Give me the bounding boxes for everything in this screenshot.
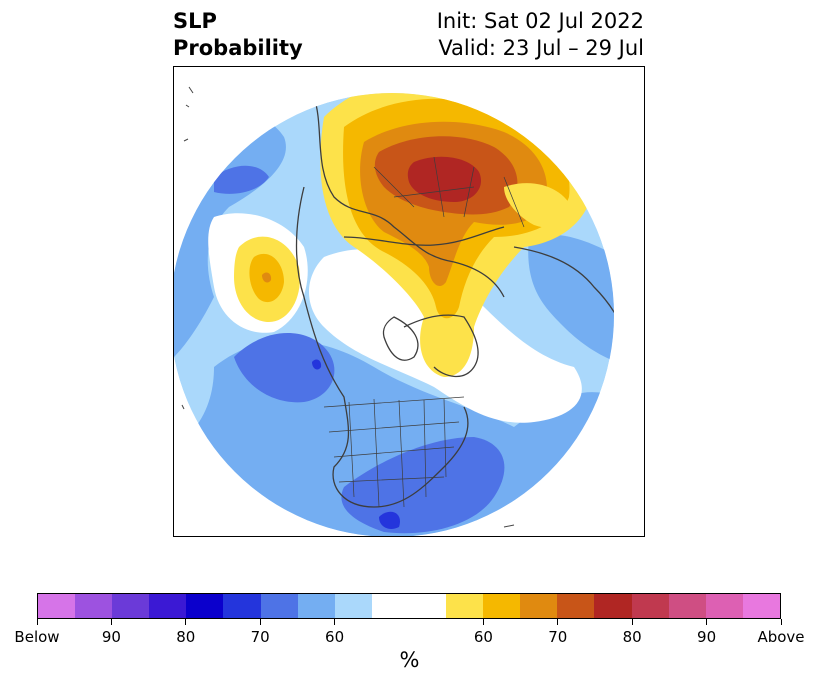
colorbar-cell [483, 594, 521, 618]
orange-spot-west [262, 272, 272, 283]
colorbar-cell [223, 594, 261, 618]
title-left: SLP Probability [173, 8, 303, 62]
colorbar-tick-label: 80 [622, 628, 642, 646]
blue-dark-region-southwest [234, 333, 335, 403]
colorbar-tick-label: 80 [176, 628, 196, 646]
colorbar-cell [705, 594, 743, 618]
colorbar-cell [446, 594, 484, 618]
title-subtitle: Probability [173, 36, 303, 60]
colorbar-cell [75, 594, 113, 618]
valid-range: Valid: 23 Jul – 29 Jul [438, 36, 644, 60]
colorbar-tick [482, 619, 484, 625]
colorbar-cell [186, 594, 224, 618]
colorbar-tick-label: 60 [325, 628, 345, 646]
colorbar-ticks [36, 619, 782, 629]
admin-boundaries [323, 156, 525, 508]
colorbar-tick-label: Below [14, 628, 60, 646]
yellow-region-atlantic [504, 183, 574, 229]
colorbar-tick [557, 619, 559, 625]
colorbar-tick-label: 90 [697, 628, 717, 646]
colorbar-cell [260, 594, 298, 618]
colorbar-cell [742, 594, 780, 618]
colorbar-cell [668, 594, 706, 618]
colorbar-cell [520, 594, 558, 618]
colorbar-cell [149, 594, 187, 618]
colorbar-tick [631, 619, 633, 625]
colorbar-tick-label: 70 [250, 628, 270, 646]
probability-map [174, 86, 614, 536]
colorbar-tick-label: 90 [101, 628, 121, 646]
blue-deep-spot [312, 359, 322, 370]
blue-dark-region-northwest [214, 165, 269, 194]
colorbar-cell [408, 594, 447, 618]
colorbar-cell [334, 594, 372, 618]
colorbar-cell [371, 594, 409, 618]
colorbar-label: % [399, 648, 420, 672]
colorbar-cell [38, 594, 76, 618]
colorbar-cell [112, 594, 150, 618]
colorbar-cell [631, 594, 669, 618]
colorbar [37, 593, 781, 619]
blue-dark-region-southeast [341, 437, 505, 534]
map-panel [173, 66, 645, 537]
colorbar-tick-label: 70 [548, 628, 568, 646]
colorbar-tick [780, 619, 782, 625]
init-date: Init: Sat 02 Jul 2022 [436, 9, 644, 33]
colorbar-tick [706, 619, 708, 625]
blue-deep-spot-south [379, 511, 400, 529]
colorbar-tick-label: Above [757, 628, 805, 646]
colorbar-cell [557, 594, 595, 618]
colorbar-tick [334, 619, 336, 625]
colorbar-tick [36, 619, 38, 625]
red-region-north [407, 156, 482, 202]
colorbar-tick-label: 60 [473, 628, 493, 646]
colorbar-tick [259, 619, 261, 625]
colorbar-tick [185, 619, 187, 625]
title-variable: SLP [173, 9, 217, 33]
colorbar-tick [110, 619, 112, 625]
blue-mid-region-east [528, 234, 614, 367]
title-right: Init: Sat 02 Jul 2022 Valid: 23 Jul – 29… [437, 8, 644, 62]
colorbar-cell [594, 594, 632, 618]
colorbar-cell [297, 594, 335, 618]
